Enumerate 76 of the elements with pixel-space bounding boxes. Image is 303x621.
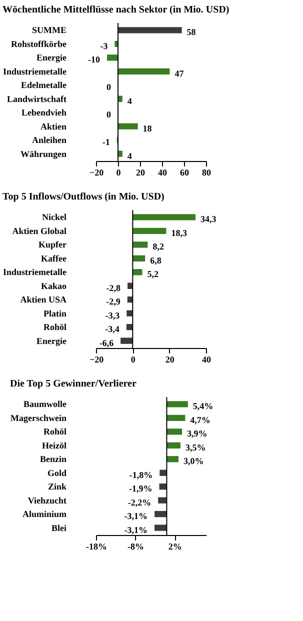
data-label: 18 (142, 123, 152, 134)
data-label: -3,3 (105, 310, 120, 320)
data-label: -6,6 (99, 338, 114, 348)
x-tick-label: 80 (202, 168, 212, 178)
y-tick-label: Viehzucht (28, 495, 66, 506)
y-tick-label: Platin (43, 308, 66, 318)
data-label: 0 (106, 82, 112, 92)
data-label: -3 (100, 40, 108, 51)
data-label: 58 (186, 27, 196, 38)
data-label: 18,3 (171, 228, 188, 238)
data-label: 5,2 (147, 269, 159, 280)
x-tick-label: −20 (89, 168, 104, 178)
x-tick-label: 0 (130, 354, 136, 364)
data-label: -3,4 (105, 324, 120, 334)
y-tick-label: SUMME (32, 25, 66, 36)
data-label: 3,5% (185, 442, 206, 452)
x-tick-label: 20 (165, 354, 175, 364)
data-label: 3,9% (187, 428, 208, 439)
chart-title: Wöchentliche Mittelflüsse nach Sektor (in Mio. USD) (2, 4, 230, 16)
data-label: 4 (127, 96, 132, 106)
y-tick-label: Kaffee (41, 253, 67, 264)
y-tick-label: Währungen (20, 148, 66, 159)
x-tick-label: -18% (86, 542, 107, 552)
x-tick-label: −20 (89, 354, 104, 364)
data-label: -2,8 (106, 282, 122, 293)
y-tick-label: Energie (36, 52, 66, 63)
y-tick-label: Rohöl (43, 322, 67, 332)
y-tick-label: Rohstoffkörbe (11, 38, 67, 49)
data-label: -3,1% (124, 511, 148, 522)
y-tick-label: Blei (52, 522, 67, 533)
data-label: -1,9% (129, 484, 152, 494)
y-tick-label: Landwirtschaft (6, 94, 66, 104)
y-tick-label: Gold (47, 468, 66, 478)
y-tick-label: Edelmetalle (21, 80, 66, 90)
x-tick-label: 60 (180, 168, 190, 178)
y-tick-label: Nickel (42, 212, 67, 222)
data-label: 5,4% (192, 401, 214, 412)
data-label: -2,9 (106, 296, 121, 307)
y-tick-label: Baumwolle (23, 399, 66, 410)
x-tick-label: 40 (158, 168, 168, 178)
x-tick-label: 0 (116, 168, 122, 178)
y-tick-label: Heizöl (42, 440, 67, 450)
y-tick-label: Benzin (40, 454, 66, 464)
data-label: 3,0% (184, 456, 204, 466)
y-tick-label: Industriemetalle (3, 267, 66, 278)
data-label: -1 (102, 137, 110, 148)
y-tick-label: Aktien Global (12, 226, 67, 236)
data-label: 34,3 (200, 214, 217, 224)
data-label: 8,2 (152, 242, 164, 252)
y-tick-label: Anleihen (32, 135, 66, 146)
data-label: 47 (174, 68, 184, 78)
chart-title: Top 5 Inflows/Outflows (in Mio. USD) (2, 192, 164, 202)
data-label: 0 (106, 110, 112, 120)
data-label: -2,2% (128, 497, 152, 508)
y-tick-label: Energie (36, 336, 66, 346)
y-tick-label: Kakao (40, 280, 67, 291)
y-tick-label: Kupfer (38, 240, 67, 250)
data-label: 4 (127, 150, 132, 161)
x-tick-label: 40 (202, 354, 212, 364)
y-tick-label: Industriemetalle (3, 66, 66, 76)
y-tick-label: Aktien (40, 121, 66, 132)
data-label: 4,7% (190, 414, 210, 425)
data-label: -3,1% (124, 524, 148, 535)
data-label: -1,8% (129, 470, 153, 480)
y-tick-label: Lebendvieh (21, 108, 66, 118)
chart-title: Die Top 5 Gewinner/Verlierer (10, 378, 137, 390)
y-tick-label: Aluminium (22, 509, 67, 520)
y-tick-label: Aktien USA (20, 294, 67, 305)
data-label: 6,8 (150, 255, 162, 266)
y-tick-label: Zink (48, 482, 66, 492)
x-tick-label: 2% (168, 542, 182, 552)
x-tick-label: 20 (136, 168, 146, 178)
data-label: -10 (88, 54, 100, 65)
y-tick-label: Magerschwein (10, 412, 66, 423)
y-tick-label: Rohöl (43, 426, 67, 437)
x-tick-label: -8% (128, 542, 144, 552)
